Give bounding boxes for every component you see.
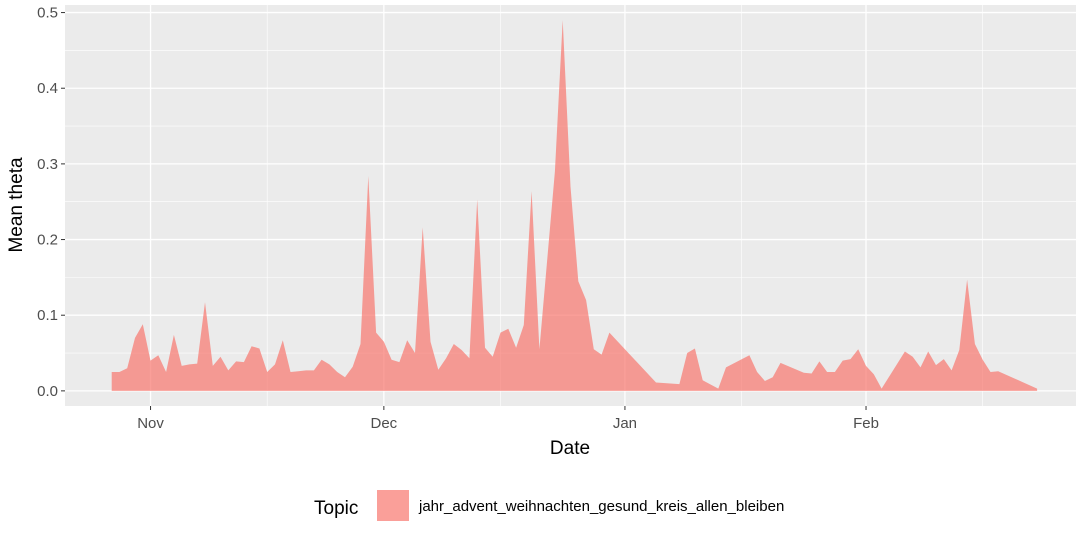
y-tick-label: 0.2 <box>37 232 58 249</box>
y-axis-title: Mean theta <box>6 157 27 252</box>
x-tick-label: Nov <box>137 415 164 432</box>
y-tick-label: 0.5 <box>37 5 58 22</box>
x-tick-label: Feb <box>853 415 879 432</box>
x-tick-label: Dec <box>371 415 398 432</box>
x-tick-label: Jan <box>613 415 637 432</box>
y-tick-label: 0.0 <box>37 383 58 400</box>
y-axis-ticks: 0.0 0.1 0.2 0.3 0.4 0.5 <box>37 5 65 400</box>
topic-area-series <box>111 20 1038 391</box>
legend: Topic jahr_advent_weihnachten_gesund_kre… <box>314 490 784 521</box>
x-axis-ticks: Nov Dec Jan Feb <box>137 406 879 432</box>
y-tick-label: 0.4 <box>37 80 58 97</box>
x-axis-title: Date <box>550 438 590 459</box>
y-tick-label: 0.3 <box>37 156 58 173</box>
legend-title: Topic <box>314 498 358 519</box>
legend-key <box>377 490 409 521</box>
legend-label: jahr_advent_weihnachten_gesund_kreis_all… <box>418 498 784 515</box>
y-tick-label: 0.1 <box>37 307 58 324</box>
